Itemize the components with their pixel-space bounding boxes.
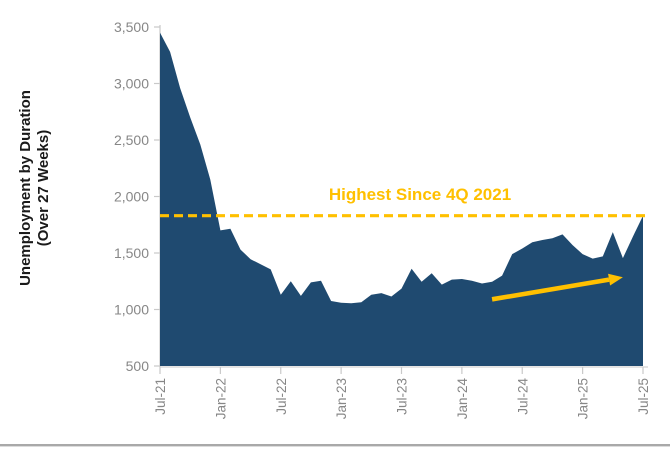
x-tick-label: Jul-23 [395, 378, 410, 415]
x-tick-label: Jul-22 [274, 378, 289, 415]
trend-arrow-head [608, 273, 623, 286]
x-tick-label: Jan-22 [213, 378, 228, 419]
y-axis-title-line2: (Over 27 Weeks) [35, 130, 52, 246]
x-tick-label: Jul-24 [515, 378, 530, 415]
x-tick-label: Jul-21 [153, 378, 168, 415]
axes: 500 1,000 1,500 2,000 2,500 3,000 3,500 Jul-21 J… [114, 19, 651, 419]
y-tick-label: 1,000 [114, 302, 149, 318]
x-tick-label: Jan-23 [334, 378, 349, 419]
y-tick-label: 1,500 [114, 245, 149, 261]
area-chart: 500 1,000 1,500 2,000 2,500 3,000 3,500 Jul-21 J… [17, 19, 651, 419]
y-tick-label: 2,000 [114, 189, 149, 205]
bottom-divider [0, 444, 670, 447]
y-axis-title-line1: Unemployment by Duration [17, 90, 34, 286]
y-tick-label: 500 [126, 358, 150, 374]
y-tick-label: 3,000 [114, 76, 149, 92]
trend-arrow [491, 273, 623, 302]
x-tick-label: Jul-25 [636, 378, 651, 415]
x-tick-label: Jan-25 [576, 378, 591, 419]
y-tick-label: 2,500 [114, 132, 149, 148]
x-tick-label: Jan-24 [455, 378, 470, 420]
annotation-label: Highest Since 4Q 2021 [329, 185, 511, 204]
area-series [160, 32, 643, 366]
trend-arrow-shaft [491, 277, 610, 302]
y-tick-label: 3,500 [114, 19, 149, 35]
